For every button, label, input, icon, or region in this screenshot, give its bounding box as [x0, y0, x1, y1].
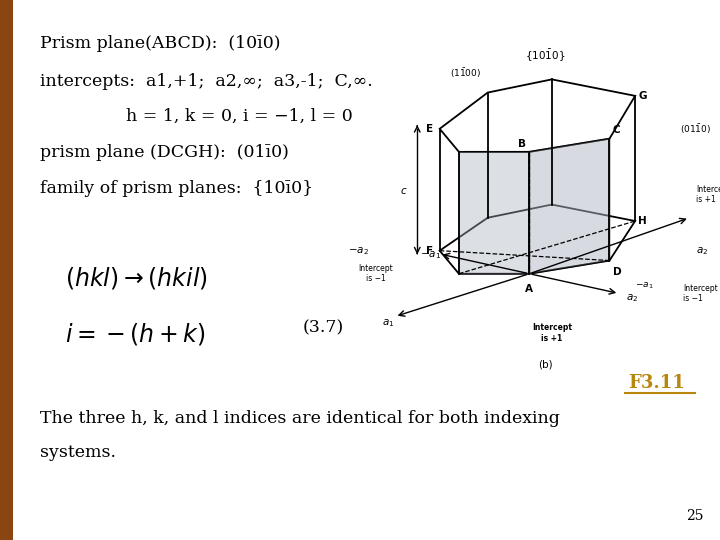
Text: $i = -\left(h+k\right)$: $i = -\left(h+k\right)$ — [65, 321, 205, 347]
Text: $a_1$: $a_1$ — [382, 317, 395, 329]
Bar — [0, 0, 13, 540]
Text: Prism plane(ABCD):  (10ī0): Prism plane(ABCD): (10ī0) — [40, 35, 280, 52]
Text: prism plane (DCGH):  (01ī0): prism plane (DCGH): (01ī0) — [40, 144, 289, 161]
Text: $-a_1$: $-a_1$ — [420, 249, 441, 261]
Text: family of prism planes:  {10ī0}: family of prism planes: {10ī0} — [40, 180, 313, 197]
Text: (3.7): (3.7) — [302, 320, 343, 336]
Text: $(1\bar{1}00)$: $(1\bar{1}00)$ — [450, 66, 481, 80]
Text: A: A — [526, 284, 534, 294]
Text: h = 1, k = 0, i = −1, l = 0: h = 1, k = 0, i = −1, l = 0 — [126, 108, 353, 125]
Text: $\{10\bar{1}0\}$: $\{10\bar{1}0\}$ — [526, 47, 565, 63]
Polygon shape — [529, 139, 609, 274]
Text: $a_2$: $a_2$ — [696, 245, 708, 256]
Text: $c$: $c$ — [400, 186, 408, 197]
Text: $(01\bar{1}0)$: $(01\bar{1}0)$ — [680, 122, 711, 136]
Text: 25: 25 — [686, 509, 703, 523]
Text: H: H — [639, 216, 647, 226]
Text: Intercept
is +1: Intercept is +1 — [532, 323, 572, 343]
Text: C: C — [613, 125, 621, 136]
Text: Intercept
is +1: Intercept is +1 — [696, 185, 720, 204]
Text: systems.: systems. — [40, 444, 116, 461]
Text: $\left(hkl\right)\rightarrow\left(hkil\right)$: $\left(hkl\right)\rightarrow\left(hkil\r… — [65, 265, 207, 291]
Text: The three h, k, and l indices are identical for both indexing: The three h, k, and l indices are identi… — [40, 410, 559, 427]
Text: intercepts:  a1,+1;  a2,∞;  a3,-1;  C,∞.: intercepts: a1,+1; a2,∞; a3,-1; C,∞. — [40, 73, 372, 90]
Text: $a_2$: $a_2$ — [626, 292, 638, 304]
Text: Intercept
is −1: Intercept is −1 — [683, 284, 718, 303]
Text: E: E — [426, 124, 433, 134]
Text: B: B — [518, 139, 526, 148]
Text: G: G — [639, 91, 647, 101]
Text: F: F — [426, 246, 433, 255]
Text: D: D — [613, 267, 621, 277]
Text: $-a_2$: $-a_2$ — [348, 245, 369, 256]
Text: Intercept
is −1: Intercept is −1 — [359, 264, 393, 284]
Polygon shape — [459, 152, 529, 274]
Text: $-a_1$: $-a_1$ — [635, 280, 654, 291]
Text: F3.11: F3.11 — [628, 374, 685, 391]
Text: (b): (b) — [538, 360, 553, 369]
